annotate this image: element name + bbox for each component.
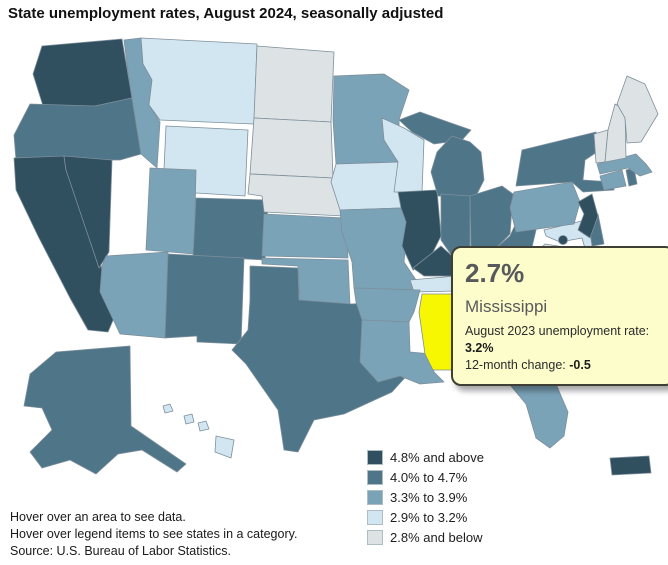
state-il[interactable] [397,189,442,271]
legend-swatch [367,509,383,525]
state-ut[interactable] [145,167,197,255]
state-hi[interactable] [183,413,195,425]
legend-swatch [367,469,383,485]
state-ma[interactable] [596,153,653,177]
tooltip-rate: 2.7% [465,258,525,288]
legend-label: 4.0% to 4.7% [390,469,468,485]
state-la[interactable] [359,319,445,385]
legend-item-4[interactable]: 2.8% and below [367,527,484,547]
legend-swatch [367,489,383,505]
state-mi[interactable] [430,135,485,199]
legend-label: 2.9% to 3.2% [390,509,468,525]
state-nd[interactable] [253,45,335,123]
state-ak[interactable] [23,345,187,475]
state-pr[interactable] [609,455,652,476]
state-nh[interactable] [604,103,627,163]
legend-label: 3.3% to 3.9% [390,489,468,505]
hover-tooltip: 2.7% Mississippi August 2023 unemploymen… [451,246,668,386]
legend-swatch [367,449,383,465]
legend-item-0[interactable]: 4.8% and above [367,447,484,467]
legend-label: 2.8% and below [390,529,483,545]
tooltip-prev-value: 3.2% [465,341,494,355]
state-or[interactable] [13,97,142,161]
state-nm[interactable] [164,253,245,345]
state-wa[interactable] [32,38,133,110]
chart-title: State unemployment rates, August 2024, s… [8,5,444,22]
state-mt[interactable] [140,37,258,125]
tooltip-change-line: 12-month change: -0.5 [465,358,591,372]
state-nj[interactable] [577,193,599,239]
state-me[interactable] [616,75,659,144]
state-hi[interactable] [162,403,174,414]
legend-item-3[interactable]: 2.9% to 3.2% [367,507,484,527]
tooltip-state: Mississippi [465,297,548,316]
footer-notes: Hover over an area to see data. Hover ove… [10,510,298,558]
state-dc[interactable] [558,235,568,245]
tooltip-prev-line: August 2023 unemployment rate: 3.2% [465,324,650,355]
state-co[interactable] [192,197,269,261]
legend: 4.8% and above 4.0% to 4.7% 3.3% to 3.9% 2.… [367,447,484,547]
tooltip-change-value: -0.5 [569,358,591,372]
state-ct[interactable] [599,169,627,191]
state-pa[interactable] [509,181,581,233]
state-ny[interactable] [515,131,615,193]
state-ks[interactable] [261,213,349,259]
state-ar[interactable] [353,287,421,323]
legend-item-2[interactable]: 3.3% to 3.9% [367,487,484,507]
state-hi[interactable] [197,420,210,432]
legend-item-1[interactable]: 4.0% to 4.7% [367,467,484,487]
state-az[interactable] [99,251,169,339]
state-hi[interactable] [214,435,235,459]
legend-swatch [367,529,383,545]
state-sd[interactable] [249,117,334,179]
legend-label: 4.8% and above [390,449,484,465]
